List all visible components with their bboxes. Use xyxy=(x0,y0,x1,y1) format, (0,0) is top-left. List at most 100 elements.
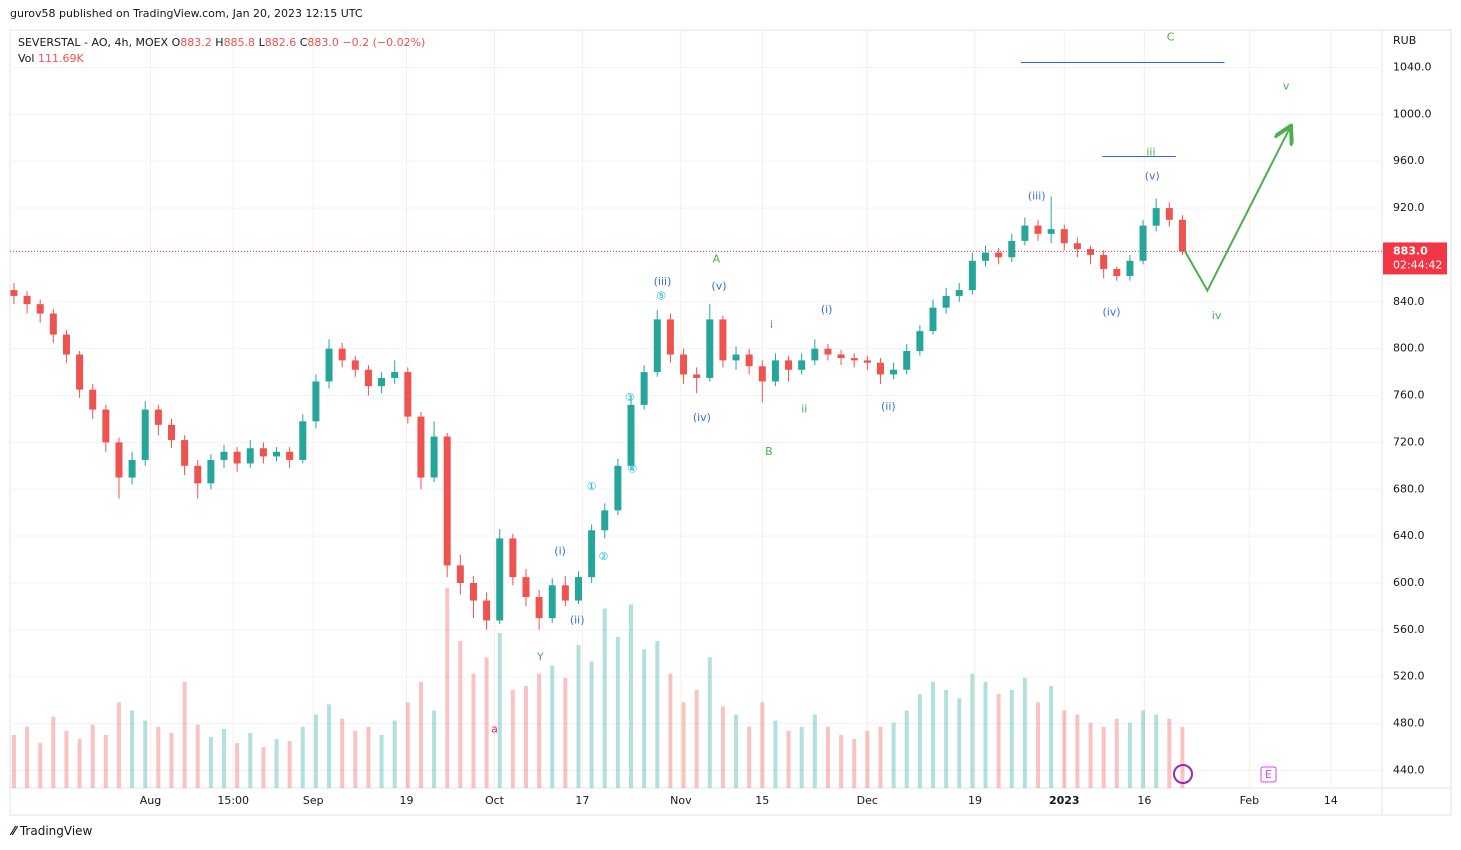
volume-bar xyxy=(523,685,528,788)
candle-body xyxy=(207,459,215,484)
volume-bar xyxy=(865,730,870,788)
candle-body xyxy=(496,538,504,621)
y-tick-label: 640.0 xyxy=(1393,529,1425,542)
brand-text: TradingView xyxy=(19,824,93,838)
candle-body xyxy=(378,377,386,387)
x-tick-label: 15 xyxy=(755,794,769,807)
candle-body xyxy=(798,360,806,370)
volume-bar xyxy=(366,726,371,788)
candle-body xyxy=(1087,249,1095,255)
volume-bar xyxy=(222,728,227,788)
volume-bar xyxy=(917,694,922,788)
field-value: 883.2 xyxy=(180,36,212,49)
candle-body xyxy=(233,451,241,464)
candle-body xyxy=(837,354,845,359)
volume-bar xyxy=(405,702,410,788)
volume-bar xyxy=(1127,722,1132,788)
y-tick-label: 760.0 xyxy=(1393,389,1425,402)
candle-body xyxy=(36,304,44,314)
candle-body xyxy=(417,416,425,478)
candle-body xyxy=(181,440,189,466)
volume-bar xyxy=(957,698,962,788)
candle-body xyxy=(588,530,596,578)
candle-body xyxy=(1100,254,1108,269)
volume-bar xyxy=(1009,690,1014,788)
candle-body xyxy=(456,565,464,583)
brand: ⁄⁄ TradingView xyxy=(12,824,93,838)
volume-bar xyxy=(130,710,135,788)
volume-bar xyxy=(353,730,358,788)
candle-body xyxy=(929,307,937,332)
volume-bar xyxy=(1167,718,1172,788)
volume-bar xyxy=(287,741,292,788)
candle-body xyxy=(259,448,267,457)
wave-label: (i) xyxy=(821,303,833,316)
volume-bar xyxy=(786,730,791,788)
wave-label: a xyxy=(491,722,498,735)
wave-label: (ii) xyxy=(570,613,585,626)
volume-bar xyxy=(379,734,384,788)
candle-body xyxy=(154,409,162,425)
volume-bar xyxy=(510,690,515,788)
volume-bar xyxy=(25,726,30,788)
wave-label: ④ xyxy=(627,462,637,475)
candle-body xyxy=(1152,208,1160,226)
volume-bar xyxy=(1088,722,1093,788)
wave-label: (v) xyxy=(1145,169,1160,182)
wave-label: (i) xyxy=(554,544,566,557)
volume-bar xyxy=(248,732,253,788)
y-tick-label: 840.0 xyxy=(1393,295,1425,308)
candle-body xyxy=(745,354,753,367)
wave-label: (v) xyxy=(711,280,726,293)
y-tick-label: 480.0 xyxy=(1393,717,1425,730)
candle-body xyxy=(194,465,202,484)
volume-bar xyxy=(668,673,673,788)
candle-body xyxy=(706,319,714,378)
wave-label: ② xyxy=(599,550,609,563)
x-tick-label: Oct xyxy=(485,794,505,807)
candle-body xyxy=(49,313,57,335)
candle-body xyxy=(653,319,661,373)
x-tick-label: 19 xyxy=(400,794,414,807)
candle-body xyxy=(811,348,819,361)
wave-label: iii xyxy=(1146,146,1155,159)
dividend-icon xyxy=(1173,764,1193,784)
x-tick-label: 14 xyxy=(1324,794,1338,807)
wave-label: (iii) xyxy=(654,275,672,288)
volume-bar xyxy=(432,710,437,788)
volume-bar xyxy=(615,636,620,788)
volume-bar xyxy=(839,734,844,788)
candle-body xyxy=(325,348,333,382)
projection-arrow xyxy=(1184,127,1290,293)
volume-bar xyxy=(445,588,450,788)
candle-body xyxy=(1073,243,1081,250)
candle-body xyxy=(128,459,136,478)
volume-bar xyxy=(1062,710,1067,788)
candle-body xyxy=(876,362,884,375)
candle-body xyxy=(312,381,320,422)
volume-bar xyxy=(182,681,187,788)
candle-body xyxy=(680,354,688,375)
volume-bar xyxy=(760,702,765,788)
candle-body xyxy=(102,409,110,443)
volume-bar xyxy=(418,681,423,788)
candle-body xyxy=(955,290,963,296)
y-tick-label: 880.0 xyxy=(1393,248,1425,261)
change: −0.2 (−0.02%) xyxy=(342,36,426,49)
wave-label: iv xyxy=(1212,309,1222,322)
candle-body xyxy=(890,369,898,375)
volume-bar xyxy=(143,720,148,788)
wave-label: i xyxy=(770,318,773,331)
wave-label: (iv) xyxy=(693,411,711,424)
wave-label: (iv) xyxy=(1102,305,1120,318)
candle-body xyxy=(23,295,31,305)
volume-bar xyxy=(602,608,607,788)
volume-bar xyxy=(77,739,82,788)
legend: SEVERSTAL - AO, 4h, MOEX O883.2 H885.8 L… xyxy=(18,35,425,67)
x-tick-label: 17 xyxy=(575,794,589,807)
candle-body xyxy=(299,421,307,460)
candle-body xyxy=(522,577,530,598)
currency: RUB xyxy=(1393,34,1416,47)
x-tick-label: Sep xyxy=(303,794,324,807)
